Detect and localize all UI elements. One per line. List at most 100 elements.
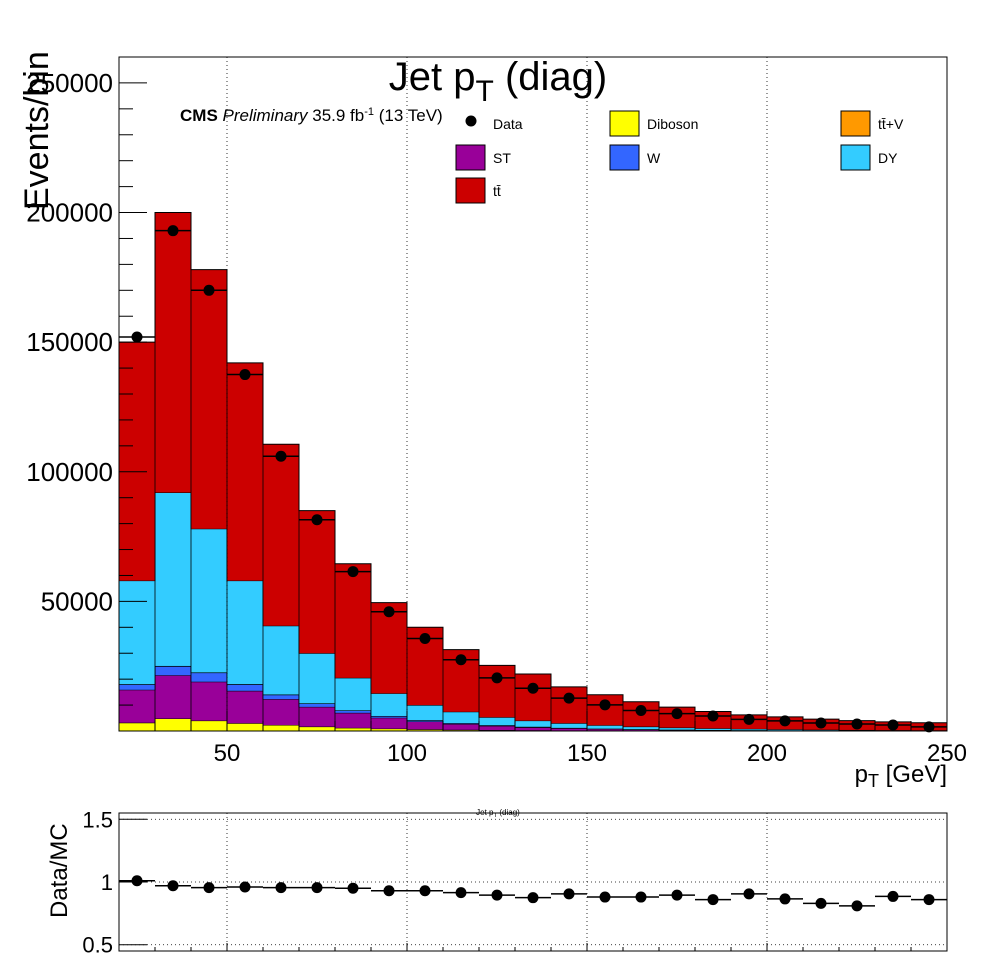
histogram-bar: [371, 693, 407, 716]
histogram-bar: [119, 689, 155, 723]
histogram-bar: [587, 728, 623, 731]
histogram-bar: [659, 727, 695, 730]
data-point: [419, 632, 431, 644]
legend-entry: tt̄: [455, 177, 501, 204]
ratio-point: [887, 890, 899, 902]
ratio-point: [923, 894, 935, 906]
data-point: [383, 606, 395, 618]
legend-entry: ST: [455, 144, 511, 171]
data-point: [347, 566, 359, 578]
histogram-bar: [551, 686, 587, 724]
legend-label: ST: [493, 150, 511, 166]
histogram-bar: [227, 723, 263, 731]
data-point: [671, 708, 683, 720]
ratio-point: [491, 889, 503, 901]
histogram-bar: [371, 602, 407, 694]
y-tick-label: 150000: [26, 327, 113, 357]
ratio-points: [119, 875, 947, 912]
ratio-point: [527, 892, 539, 904]
ratio-y-tick-label: 1: [101, 870, 113, 895]
histogram-bar: [191, 528, 227, 673]
histogram-bar: [335, 677, 371, 711]
legend-marker: [465, 115, 477, 127]
histogram-bar: [623, 726, 659, 730]
histogram-bar: [263, 444, 299, 626]
histogram-bar: [119, 580, 155, 685]
ratio-frame: [118, 812, 948, 952]
histogram-bar: [443, 724, 479, 730]
histogram-bar: [407, 705, 443, 721]
histogram-bar: [335, 563, 371, 678]
legend-label: DY: [878, 150, 898, 166]
histogram-bar: [515, 673, 551, 721]
legend-entry: W: [609, 144, 661, 171]
chart-title: Jet pT (diag): [389, 55, 607, 108]
histogram-bar: [191, 672, 227, 682]
legend-entry: tt̄+V: [840, 110, 904, 137]
legend-swatch: [840, 110, 871, 137]
legend-swatch: [455, 177, 486, 204]
legend-swatch: [455, 144, 486, 171]
x-tick-label: 100: [387, 740, 427, 767]
histogram-bar: [227, 580, 263, 685]
histogram-bar: [335, 712, 371, 728]
histogram-bar: [299, 653, 335, 704]
legend-label: Data: [493, 116, 523, 132]
data-point: [527, 682, 539, 694]
histogram-bar: [515, 720, 551, 727]
histogram-bar: [191, 720, 227, 731]
histogram-bar: [551, 728, 587, 731]
legend-entry: Diboson: [609, 110, 698, 137]
ratio-point: [563, 888, 575, 900]
legend-swatch: [840, 144, 871, 171]
x-axis-label: pT [GeV]: [855, 761, 947, 791]
histogram-bar: [407, 721, 443, 730]
histogram-bar: [227, 362, 263, 581]
ratio-point: [815, 897, 827, 909]
data-points: [119, 225, 947, 733]
y-axis-label: Events/bin: [18, 51, 56, 210]
ratio-point: [383, 885, 395, 897]
histogram-bar: [155, 212, 191, 493]
histogram-bar: [299, 726, 335, 731]
data-point: [491, 672, 503, 684]
histogram-bar: [299, 706, 335, 727]
data-point: [167, 225, 179, 237]
ratio-point: [599, 891, 611, 903]
data-point: [815, 717, 827, 729]
ratio-y-axis-label: Data/MC: [46, 823, 73, 918]
ratio-point: [851, 900, 863, 912]
histogram-bar: [407, 729, 443, 731]
ratio-point: [239, 881, 251, 893]
ratio-point: [779, 893, 791, 905]
x-tick-label: 50: [214, 740, 241, 767]
data-point: [131, 331, 143, 343]
ratio-point: [167, 880, 179, 892]
x-tick-label: 250: [927, 740, 967, 767]
histogram-bar: [263, 725, 299, 731]
histogram-bar: [443, 729, 479, 731]
data-point: [563, 692, 575, 704]
legend-label: tt̄+V: [878, 116, 904, 132]
ratio-point: [635, 891, 647, 903]
ratio-point: [455, 887, 467, 899]
histogram-bar: [119, 342, 155, 581]
histogram-bar: [623, 729, 659, 731]
ratio-point: [203, 882, 215, 894]
histogram-bar: [119, 684, 155, 690]
y-tick-label: 50000: [41, 586, 113, 616]
data-point: [599, 699, 611, 711]
x-tick-label: 200: [747, 740, 787, 767]
x-tick-label: 150: [567, 740, 607, 767]
histogram-bar: [299, 510, 335, 654]
data-point: [779, 715, 791, 727]
histogram-bar: [551, 723, 587, 728]
ratio-y-tick-label: 0.5: [82, 933, 113, 958]
ratio-y-tick-label: 1.5: [82, 807, 113, 832]
histogram-bar: [371, 728, 407, 731]
data-point: [203, 284, 215, 296]
ratio-point: [275, 882, 287, 894]
histogram-bar: [479, 725, 515, 731]
